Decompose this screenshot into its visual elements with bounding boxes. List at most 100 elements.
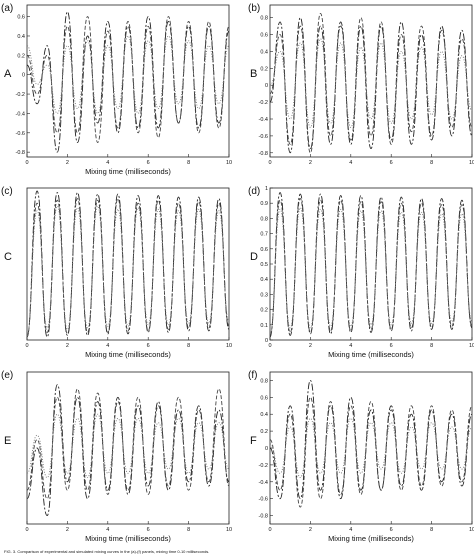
plot-area <box>26 187 230 341</box>
series-line-3 <box>26 35 230 114</box>
x-tick-label: 10 <box>226 160 232 166</box>
x-tick-label: 0 <box>268 343 271 349</box>
y-tick-label: 0.1 <box>260 323 268 329</box>
y-tick-label: -0.6 <box>259 134 268 140</box>
x-axis-label: Mixing time (milliseconds) <box>328 534 414 543</box>
y-tick-label: 0 <box>22 73 25 79</box>
y-tick-label: 0 <box>265 338 268 344</box>
y-tick-label: 1 <box>265 186 268 192</box>
x-tick-label: 10 <box>469 160 474 166</box>
chart-panel-1: 0 2 4 6 8 10 0.6 0.4 0.2 0 -0.2 -0.4 -0.6 -0.8 Mixing … <box>1 3 232 176</box>
x-tick-label: 10 <box>226 527 232 533</box>
x-tick-label: 0 <box>268 160 271 166</box>
y-tick-label: 0.9 <box>260 201 268 207</box>
y-tick-label: -0.4 <box>259 480 268 486</box>
y-tick-label: -0.2 <box>259 100 268 106</box>
x-tick-label: 6 <box>390 160 393 166</box>
plot-area <box>26 371 230 525</box>
y-tick-label: 0 <box>265 446 268 452</box>
y-tick-label: 0.6 <box>260 33 268 39</box>
chart-panel-4: 0 2 4 6 8 10 1 0.9 0.8 0.7 0.6 0.5 0.4 0.3 0.2 0.1 0 Mixi… <box>248 186 474 359</box>
y-tick-label: -0.8 <box>16 150 25 156</box>
y-tick-label: -0.6 <box>16 131 25 137</box>
y-tick-label: 0.4 <box>260 412 268 418</box>
y-tick-label: 0.3 <box>260 292 268 298</box>
plot-area <box>269 4 473 158</box>
plot-area <box>269 187 473 341</box>
y-tick-label: -0.2 <box>16 92 25 98</box>
y-tick-label: -0.6 <box>259 497 268 503</box>
y-tick-label: 0.2 <box>260 308 268 314</box>
series-line-2 <box>269 198 473 336</box>
plot-area <box>26 4 230 158</box>
series-line-3 <box>269 38 473 128</box>
y-tick-label: 0.2 <box>260 66 268 72</box>
panel-label: (d) <box>248 186 260 197</box>
x-tick-label: 6 <box>147 343 150 349</box>
y-tick-label: -0.2 <box>259 463 268 469</box>
y-tick-label: 0.4 <box>260 49 268 55</box>
x-tick-label: 6 <box>147 527 150 533</box>
x-tick-label: 10 <box>469 343 474 349</box>
x-tick-label: 6 <box>147 160 150 166</box>
x-tick-label: 4 <box>106 343 109 349</box>
series-line-2 <box>269 396 473 508</box>
x-axis-label: Mixing time (milliseconds) <box>85 167 171 176</box>
y-tick-label: 0.2 <box>17 53 25 59</box>
x-tick-label: 4 <box>349 527 352 533</box>
y-tick-label: -0.4 <box>259 117 268 123</box>
y-tick-label: 0 <box>265 83 268 89</box>
x-tick-label: 0 <box>25 160 28 166</box>
series-line-3 <box>269 207 473 335</box>
y-tick-label: -0.4 <box>16 111 25 117</box>
x-tick-label: 4 <box>349 160 352 166</box>
x-tick-label: 4 <box>349 343 352 349</box>
series-line-3 <box>26 413 230 479</box>
x-tick-label: 10 <box>226 343 232 349</box>
x-tick-label: 8 <box>430 527 433 533</box>
series-line-1 <box>26 11 230 153</box>
row-letter: B <box>250 68 257 80</box>
y-tick-label: 0.6 <box>260 395 268 401</box>
x-tick-label: 2 <box>66 527 69 533</box>
x-tick-label: 0 <box>25 527 28 533</box>
y-tick-label: 0.8 <box>260 16 268 22</box>
x-tick-label: 2 <box>309 343 312 349</box>
y-tick-label: 0.8 <box>260 216 268 222</box>
y-tick-label: -0.8 <box>259 514 268 520</box>
y-tick-label: 0.2 <box>260 429 268 435</box>
x-tick-label: 8 <box>430 160 433 166</box>
series-line-1 <box>26 190 230 338</box>
chart-panel-2: 0 2 4 6 8 10 0.8 0.6 0.4 0.2 0 -0.2 -0.4 -0.6 -0.8 (b) B <box>248 3 474 166</box>
chart-panel-6: 0 2 4 6 8 10 0.8 0.6 0.4 0.2 0 -0.2 -0.4 -0.6 -0.8 Mixi… <box>248 370 474 543</box>
chart-panel-5: 0 2 4 6 8 10 Mixing time (milliseconds) (e) E <box>1 370 232 543</box>
panels-group: 0 2 4 6 8 100.60.40.20-0.2-0.4-0.6-0.8Mixing … <box>1 3 474 543</box>
panel-label: (a) <box>1 3 13 14</box>
y-tick-label: 0.6 <box>17 15 25 21</box>
x-tick-label: 6 <box>390 527 393 533</box>
row-letter: E <box>4 435 11 447</box>
row-letter: C <box>4 251 12 263</box>
x-tick-label: 10 <box>469 527 474 533</box>
x-tick-label: 2 <box>309 527 312 533</box>
x-axis-label: Mixing time (milliseconds) <box>85 350 171 359</box>
x-axis-label: Mixing time (milliseconds) <box>85 534 171 543</box>
y-tick-label: 0.7 <box>260 232 268 238</box>
y-tick-label: 0.8 <box>260 378 268 384</box>
x-tick-label: 4 <box>106 527 109 533</box>
y-tick-label: -0.8 <box>259 151 268 157</box>
x-tick-label: 2 <box>66 343 69 349</box>
y-tick-label: 0.4 <box>17 34 25 40</box>
series-line-2 <box>26 16 230 143</box>
figure-caption: FIG. 3. Comparison of experimental and s… <box>4 549 209 554</box>
row-letter: F <box>250 435 257 447</box>
panel-label: (f) <box>248 370 257 381</box>
x-axis-label: Mixing time (milliseconds) <box>328 350 414 359</box>
x-tick-label: 2 <box>309 160 312 166</box>
x-tick-label: 4 <box>106 160 109 166</box>
panel-label: (b) <box>248 3 260 14</box>
y-tick-label: 0.4 <box>260 277 268 283</box>
chart-panel-3: 0 2 4 6 8 10 Mixing time (milliseconds) (c) C <box>1 186 232 359</box>
panel-label: (e) <box>1 370 13 381</box>
